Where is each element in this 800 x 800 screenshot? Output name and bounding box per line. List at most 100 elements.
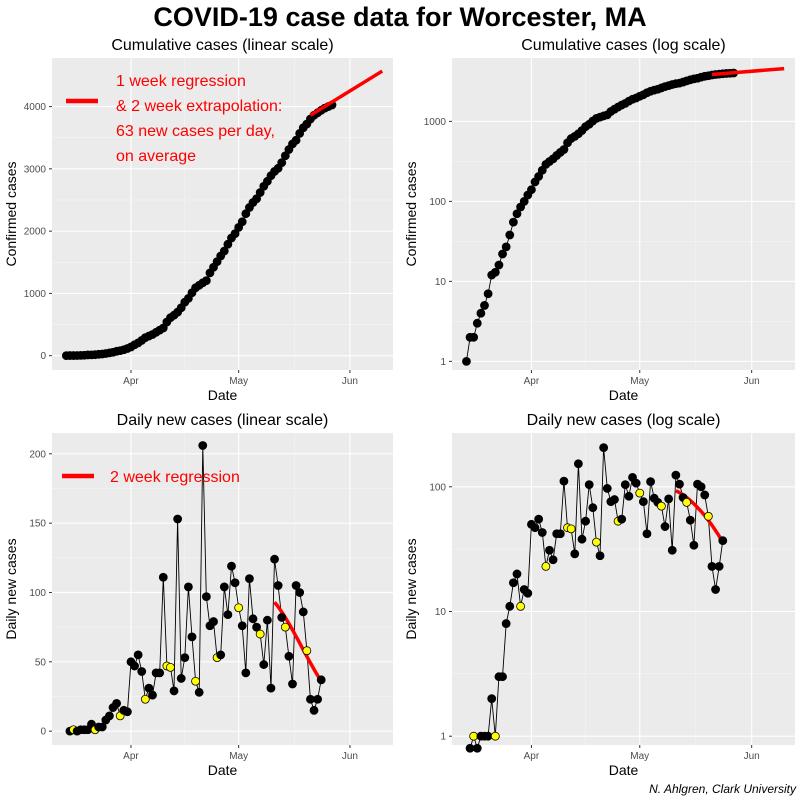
- y-tick-label: 2000: [24, 227, 47, 238]
- x-tick-label: May: [630, 376, 649, 387]
- panel-title: Daily new cases (log scale): [527, 412, 721, 429]
- data-point: [624, 491, 634, 501]
- data-point: [483, 731, 493, 741]
- data-point: [241, 668, 251, 678]
- data-point: [490, 267, 500, 277]
- data-point: [201, 276, 211, 286]
- x-axis-label: Date: [208, 762, 238, 778]
- data-point: [595, 551, 605, 561]
- data-point: [270, 554, 279, 564]
- data-point-highlight: [682, 497, 692, 507]
- data-point: [584, 480, 594, 490]
- panel-4-background: [452, 433, 795, 745]
- data-point-highlight: [234, 603, 244, 613]
- y-tick-label: 1000: [24, 289, 47, 300]
- y-axis-label: Daily new cases: [403, 538, 419, 639]
- data-point: [685, 515, 695, 525]
- data-point: [505, 601, 515, 611]
- panel-1: 0 1000 2000 3000 4000 Apr May Jun Cumulative cas…: [3, 37, 393, 403]
- data-point: [617, 514, 627, 524]
- y-tick-label: 10: [435, 607, 447, 618]
- x-tick-label: Jun: [744, 376, 760, 387]
- data-point: [273, 581, 283, 590]
- data-point: [559, 145, 569, 154]
- data-point: [588, 503, 598, 513]
- data-point: [602, 484, 612, 493]
- data-point: [487, 694, 497, 704]
- data-point-highlight: [635, 488, 645, 498]
- y-tick-label: 1: [440, 732, 446, 743]
- data-point: [133, 650, 143, 660]
- y-tick-label: 1: [440, 357, 446, 368]
- x-tick-label: Jun: [744, 751, 760, 762]
- data-point: [537, 528, 547, 537]
- data-point: [291, 135, 301, 145]
- data-point: [245, 574, 254, 583]
- data-point: [581, 516, 590, 526]
- data-point: [277, 613, 287, 622]
- data-point: [555, 529, 565, 539]
- data-point: [505, 230, 515, 240]
- data-point: [288, 679, 297, 689]
- data-point-highlight: [703, 511, 713, 521]
- data-point: [577, 534, 587, 544]
- data-point: [476, 308, 486, 318]
- data-point: [223, 610, 233, 620]
- legend-label: 63 new cases per day,: [116, 123, 275, 140]
- x-axis-label: Date: [208, 387, 238, 403]
- data-point: [696, 482, 706, 492]
- data-point: [610, 495, 619, 504]
- data-point: [295, 588, 305, 597]
- x-tick-label: May: [630, 751, 649, 762]
- data-point: [498, 249, 507, 259]
- x-tick-label: Jun: [342, 751, 358, 762]
- data-point: [689, 540, 699, 550]
- legend-panel-1: 1 week regression & 2 week extrapolation:…: [66, 73, 282, 165]
- x-tick-label: May: [229, 751, 248, 762]
- data-point: [501, 619, 511, 628]
- data-point: [259, 660, 269, 669]
- data-point: [137, 667, 147, 676]
- legend-label: & 2 week extrapolation:: [116, 98, 282, 115]
- data-point-highlight: [469, 731, 479, 741]
- data-point: [252, 622, 262, 632]
- data-point: [316, 675, 326, 685]
- data-point: [573, 459, 583, 469]
- data-point: [523, 588, 533, 598]
- data-point-highlight: [191, 676, 200, 686]
- x-tick-label: Apr: [123, 751, 139, 762]
- panel-1-background: [52, 58, 393, 370]
- data-point-highlight: [490, 731, 500, 741]
- credit-text: N. Ahlgren, Clark University: [649, 782, 796, 796]
- data-point: [667, 545, 677, 555]
- data-point: [262, 615, 272, 625]
- data-point: [277, 158, 287, 168]
- main-title: COVID-19 case data for Worcester, MA: [153, 2, 647, 32]
- data-point-highlight: [657, 501, 666, 511]
- data-point: [469, 332, 479, 342]
- panel-title: Cumulative cases (linear scale): [111, 37, 333, 54]
- data-point: [483, 289, 493, 299]
- y-axis-label: Daily new cases: [3, 538, 19, 639]
- panel-title: Cumulative cases (log scale): [521, 37, 726, 54]
- panel-2-background: [452, 58, 795, 370]
- data-point: [144, 683, 154, 693]
- data-point-highlight: [140, 694, 150, 704]
- y-tick-label: 0: [40, 727, 46, 738]
- data-point: [675, 479, 684, 489]
- data-point: [465, 743, 475, 753]
- data-point: [237, 621, 247, 631]
- data-point: [248, 614, 258, 624]
- y-tick-label: 50: [35, 657, 47, 668]
- data-point: [169, 686, 179, 696]
- data-point: [284, 651, 294, 661]
- data-point: [266, 683, 276, 693]
- data-point: [201, 592, 211, 602]
- y-tick-label: 200: [29, 449, 46, 460]
- data-point: [309, 705, 319, 715]
- data-point: [155, 668, 165, 678]
- data-point: [570, 549, 580, 559]
- x-axis-label: Date: [609, 762, 639, 778]
- data-point: [501, 242, 511, 252]
- data-point: [291, 581, 301, 590]
